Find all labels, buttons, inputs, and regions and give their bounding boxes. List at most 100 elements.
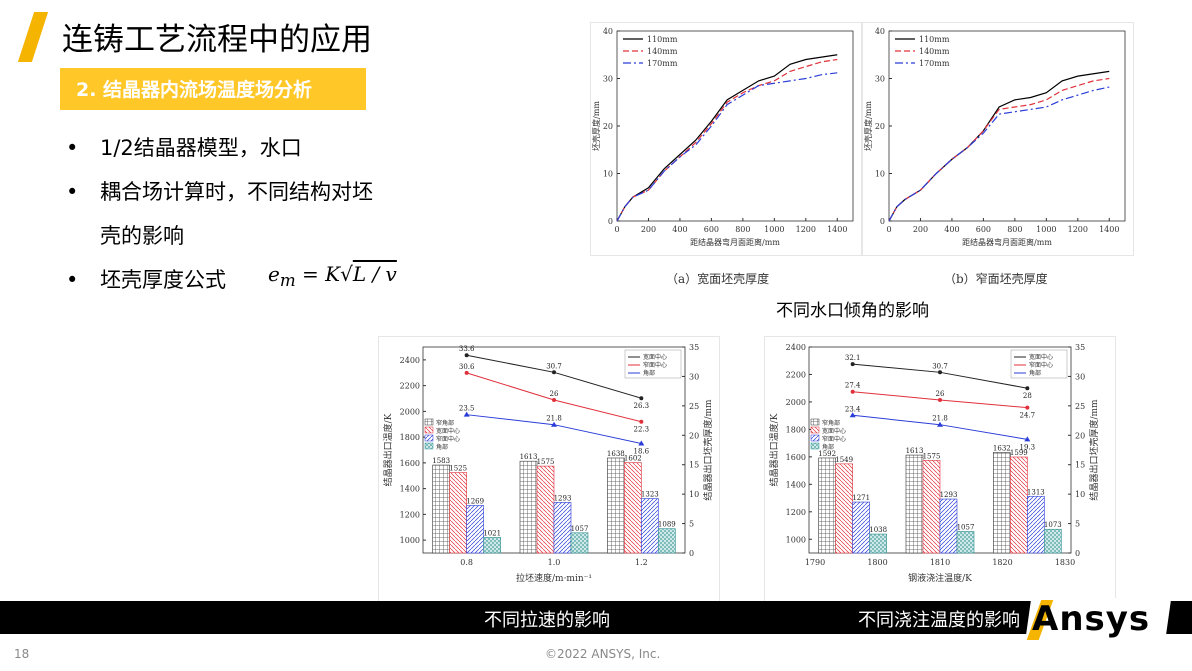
series-line-170mm [888,86,1110,222]
bar [993,452,1011,554]
legend-label: 角部 [643,369,655,377]
line-marker [639,419,644,424]
x-axis-label: 拉坯速度/m·min⁻¹ [516,572,592,584]
line-value-label: 24.7 [1020,412,1036,420]
bar-value-label: 1602 [624,455,642,463]
y2-tick-label: 10 [689,490,699,499]
y2-tick-label: 0 [1075,549,1080,558]
line-value-label: 23.5 [459,405,475,413]
bar [624,462,642,554]
y-tick-label: 40 [603,27,613,36]
x-tick-label: 200 [641,225,656,234]
y2-tick-label: 25 [689,402,699,411]
bar-value-label: 1549 [835,456,853,464]
bar-value-label: 1271 [852,494,870,502]
bullet-text: 1/2结晶器模型，水口 [100,136,302,160]
y2-tick-label: 15 [689,461,699,470]
bar [956,531,975,554]
line-marker [850,362,855,367]
line-marker [1025,405,1030,410]
y-tick-label: 1400 [786,480,806,489]
y2-axis-label: 结晶器出口坯壳厚度/mm [1088,399,1100,501]
line-value-label: 21.8 [932,415,948,423]
line-marker [638,440,645,446]
y2-axis-label: 结晶器出口坯壳厚度/mm [702,399,714,501]
bar-value-label: 1021 [483,529,501,537]
y-tick-label: 1600 [400,459,420,468]
caption-pour-temp: 不同浇注温度的影响 [858,610,1020,631]
y-tick-label: 2400 [400,356,420,365]
x-tick-label: 1790 [805,558,825,567]
bar-value-label: 1089 [658,521,676,529]
x-axis-label: 距结晶器弯月面距离/mm [962,237,1052,247]
y2-tick-label: 30 [689,372,699,381]
x-tick-label: 1400 [1099,225,1119,234]
series-line-140mm [616,58,838,222]
x-tick-label: 1400 [827,225,847,234]
bar [432,464,450,554]
formula-subscript: m [279,271,296,290]
bar [658,528,676,554]
bar-value-label: 1613 [520,453,538,461]
y-tick-label: 0 [608,217,613,226]
y2-tick-label: 15 [1075,461,1085,470]
bar-value-label: 1057 [571,525,589,533]
bullet-dot: • [66,180,79,204]
y2-tick-label: 20 [689,431,699,440]
bar-value-label: 1575 [923,452,941,460]
x-tick-label: 400 [944,225,959,234]
line-marker [850,389,855,394]
x-tick-label: 0 [614,225,619,234]
x-tick-label: 0.8 [460,558,473,567]
y-tick-label: 1600 [786,453,806,462]
bar [536,465,555,554]
sqrt-sign: √ [340,262,353,286]
line-value-label: 19.3 [1020,443,1036,451]
x-tick-label: 1810 [930,558,950,567]
y-tick-label: 2200 [400,382,420,391]
y-tick-label: 0 [880,217,885,226]
y-tick-label: 2400 [786,343,806,352]
bullet-text: 耦合场计算时，不同结构对坯 [100,180,373,204]
sub-caption-a: （a）宽面坯壳厚度 [666,272,770,286]
legend-swatch [424,426,434,434]
line-marker [849,412,856,418]
y2-tick-label: 20 [1075,431,1085,440]
bar [553,502,572,554]
bar [1044,528,1062,554]
legend-label: 窄面中心 [643,361,667,369]
line-value-label: 21.8 [546,415,562,423]
caption-casting-speed: 不同拉速的影响 [484,610,610,631]
ansys-logo: Ansys [1032,599,1151,639]
bar-value-label: 1583 [432,457,450,465]
copyright: ©2022 ANSYS, Inc. [545,647,661,661]
legend-swatch [424,434,434,442]
line-marker [937,421,943,427]
y2-tick-label: 10 [1075,490,1085,499]
line-marker [1025,386,1030,391]
bar-value-label: 1525 [449,465,467,473]
y-tick-label: 2000 [400,407,420,416]
section-subtitle: 2. 结晶器内流场温度场分析 [60,68,366,110]
legend-label: 窄面中心 [1029,361,1053,369]
series-line-140mm [888,77,1110,222]
y-tick-label: 10 [875,170,885,179]
legend-label: 角部 [436,443,448,451]
y-tick-label: 1200 [786,508,806,517]
x-tick-label: 1200 [1068,225,1088,234]
formula-rhs: = K [302,262,341,286]
legend-swatch [810,442,820,450]
legend-label: 窄角部 [436,419,454,427]
line-value-label: 33.6 [459,345,475,353]
caption-nozzle-angle: 不同水口倾角的影响 [776,301,929,321]
bar-value-label: 1073 [1044,521,1062,529]
line-value-label: 26 [550,390,559,398]
caption-bar [0,601,1192,634]
pour-temp-chart-panel: 1000 1200 1400 1600 1800 2000 2200 2400 0 5 10 15 20… [764,336,1116,602]
legend-label: 110mm [647,35,678,44]
bar-value-label: 1592 [818,450,836,458]
bullet-list: • 1/2结晶器模型，水口 • 耦合场计算时，不同结构对坯 壳的影响 • 坯壳厚度公式 [66,126,373,302]
x-tick-label: 1000 [1036,225,1056,234]
legend-label: 窄角部 [822,419,840,427]
y-axis-label: 结晶器出口温度/K [382,413,394,486]
